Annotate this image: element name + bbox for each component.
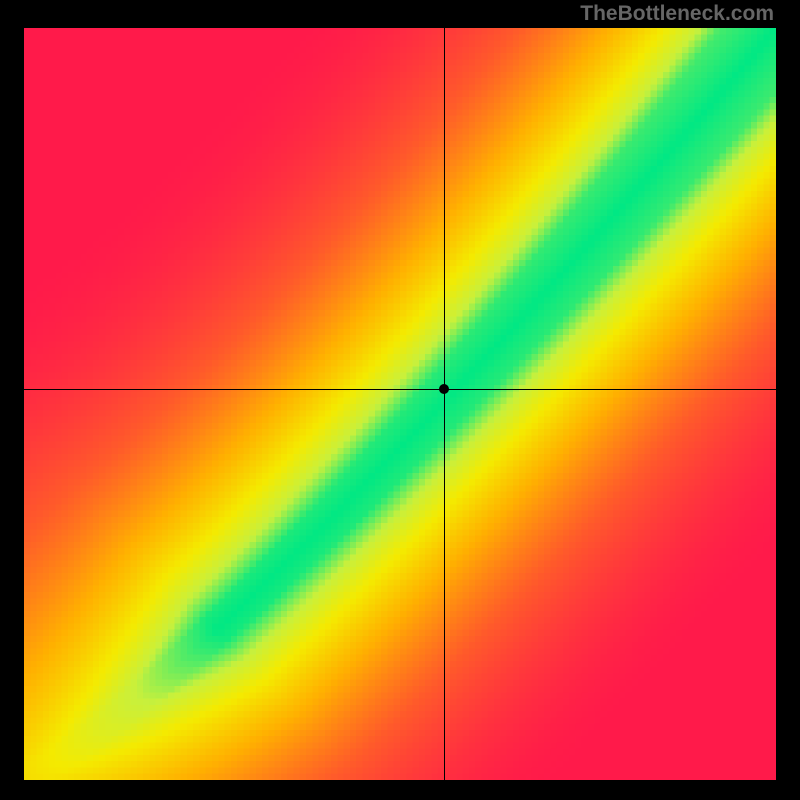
- heatmap-canvas: [24, 28, 776, 780]
- crosshair-horizontal: [24, 389, 776, 390]
- crosshair-vertical: [444, 28, 445, 780]
- plot-area: [24, 28, 776, 780]
- crosshair-marker: [439, 384, 449, 394]
- watermark-text: TheBottleneck.com: [580, 2, 774, 26]
- figure-container: TheBottleneck.com: [0, 0, 800, 800]
